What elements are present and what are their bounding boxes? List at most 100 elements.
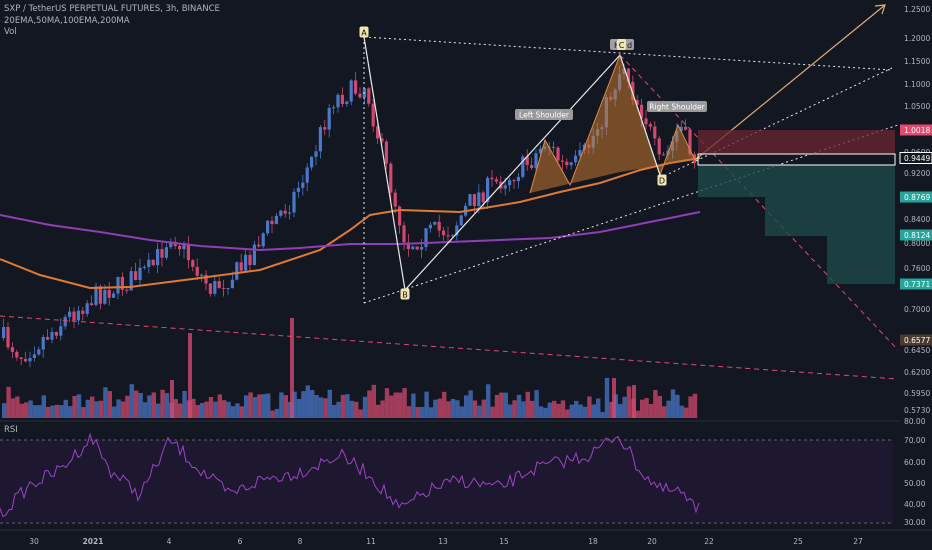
candle-body (314, 151, 318, 157)
head-label-d: d (627, 41, 632, 50)
volume-bar (679, 405, 684, 418)
volume-bar (290, 318, 294, 418)
volume-bar (156, 403, 161, 418)
candle-body (318, 127, 322, 152)
candle-body (235, 262, 239, 280)
candle-body (151, 259, 155, 266)
volume-bar (547, 402, 552, 418)
volume-bar (6, 386, 11, 418)
candle-body (248, 254, 252, 266)
candle-body (358, 93, 362, 98)
volume-bar (318, 397, 324, 418)
volume-bar (94, 401, 99, 418)
candle-body (384, 141, 388, 164)
candle-body (472, 194, 476, 207)
price-tick: 0.7600 (904, 264, 930, 273)
volume-bar (644, 398, 649, 418)
candle-body (406, 242, 410, 250)
rsi-legend[interactable]: RSI (4, 425, 18, 435)
head-shoulders-fill (530, 55, 695, 193)
candle-body (37, 349, 41, 355)
chart-title[interactable]: SXP / TetherUS PERPETUAL FUTURES, 3h, BI… (4, 4, 220, 14)
price-tick: 1.2000 (904, 34, 930, 43)
volume-bar (666, 400, 671, 418)
volume-bar (494, 394, 500, 418)
candle-body (200, 274, 204, 276)
volume-bar (635, 410, 640, 418)
point-c-bg (617, 39, 626, 50)
indicator-legend[interactable]: 20EMA,50MA,100EMA,200MA (4, 16, 130, 26)
volume-legend[interactable]: Vol (4, 27, 17, 37)
candle-body (662, 154, 666, 156)
candle-body (398, 206, 402, 226)
candle-body (195, 266, 199, 276)
rsi-line (0, 432, 700, 518)
candle-body (516, 176, 520, 182)
candle-body (41, 336, 45, 350)
volume-bar (670, 389, 676, 418)
candle-body (125, 289, 129, 291)
candle-body (142, 266, 146, 268)
candle-body (521, 156, 525, 177)
volume-bar (530, 400, 535, 418)
right-shoulder-label: Right Shoulder (649, 103, 705, 112)
candle-body (569, 162, 573, 166)
candle-body (266, 220, 270, 234)
candle-body (191, 260, 195, 267)
rsi-tick: 60.00 (904, 458, 926, 467)
candle-body (72, 311, 76, 321)
volume-bar (692, 393, 698, 418)
point-a-label-bg (359, 26, 369, 38)
candle-body (402, 225, 406, 243)
rsi-tick: 50.00 (904, 479, 926, 488)
candle-body (63, 316, 67, 327)
candle-body (684, 126, 688, 130)
volume-bar (182, 390, 187, 418)
take-profit-zone-2 (765, 165, 827, 236)
volume-bar (574, 400, 579, 418)
candle-body (10, 347, 14, 352)
volume-bar (222, 400, 227, 418)
candle-body (635, 99, 639, 105)
entry-box (697, 153, 896, 166)
price-marker-bg (900, 191, 932, 203)
volume-bar (98, 400, 104, 418)
point-b-label-bg (400, 288, 410, 300)
candle-body (424, 228, 428, 247)
candle-body (442, 230, 446, 236)
price-tick: 0.5950 (904, 389, 930, 398)
candle-body (98, 286, 102, 304)
candle-body (156, 249, 160, 266)
price-marker-label: 0.9449 (904, 154, 930, 163)
candle-body (46, 336, 50, 340)
price-marker-label: 0.8769 (904, 193, 930, 202)
volume-bar (266, 393, 271, 418)
volume-bar (552, 400, 557, 418)
volume-bar (15, 396, 20, 418)
take-profit-zone-1 (698, 165, 765, 197)
volume-bar (188, 333, 192, 418)
candle-body (428, 224, 432, 229)
candle-body (393, 192, 397, 207)
candle-body (160, 249, 164, 258)
ema-line (0, 157, 701, 290)
volume-bar (314, 394, 319, 418)
volume-bar (68, 406, 73, 418)
volume-bar (640, 399, 645, 418)
volume-bar (648, 403, 654, 418)
candle-body (530, 165, 534, 169)
volume-bar (565, 409, 570, 418)
candle-body (186, 243, 190, 261)
volume-bar (279, 392, 284, 418)
volume-bar (323, 398, 328, 418)
candle-body (288, 212, 292, 214)
candle-body (129, 271, 133, 291)
volume-bar (415, 407, 420, 418)
volume-bar (406, 406, 412, 418)
volume-bar (138, 392, 143, 418)
candle-body (296, 187, 300, 192)
volume-bar (380, 400, 385, 418)
point-d-label-bg (657, 174, 667, 186)
candle-body (32, 354, 36, 359)
